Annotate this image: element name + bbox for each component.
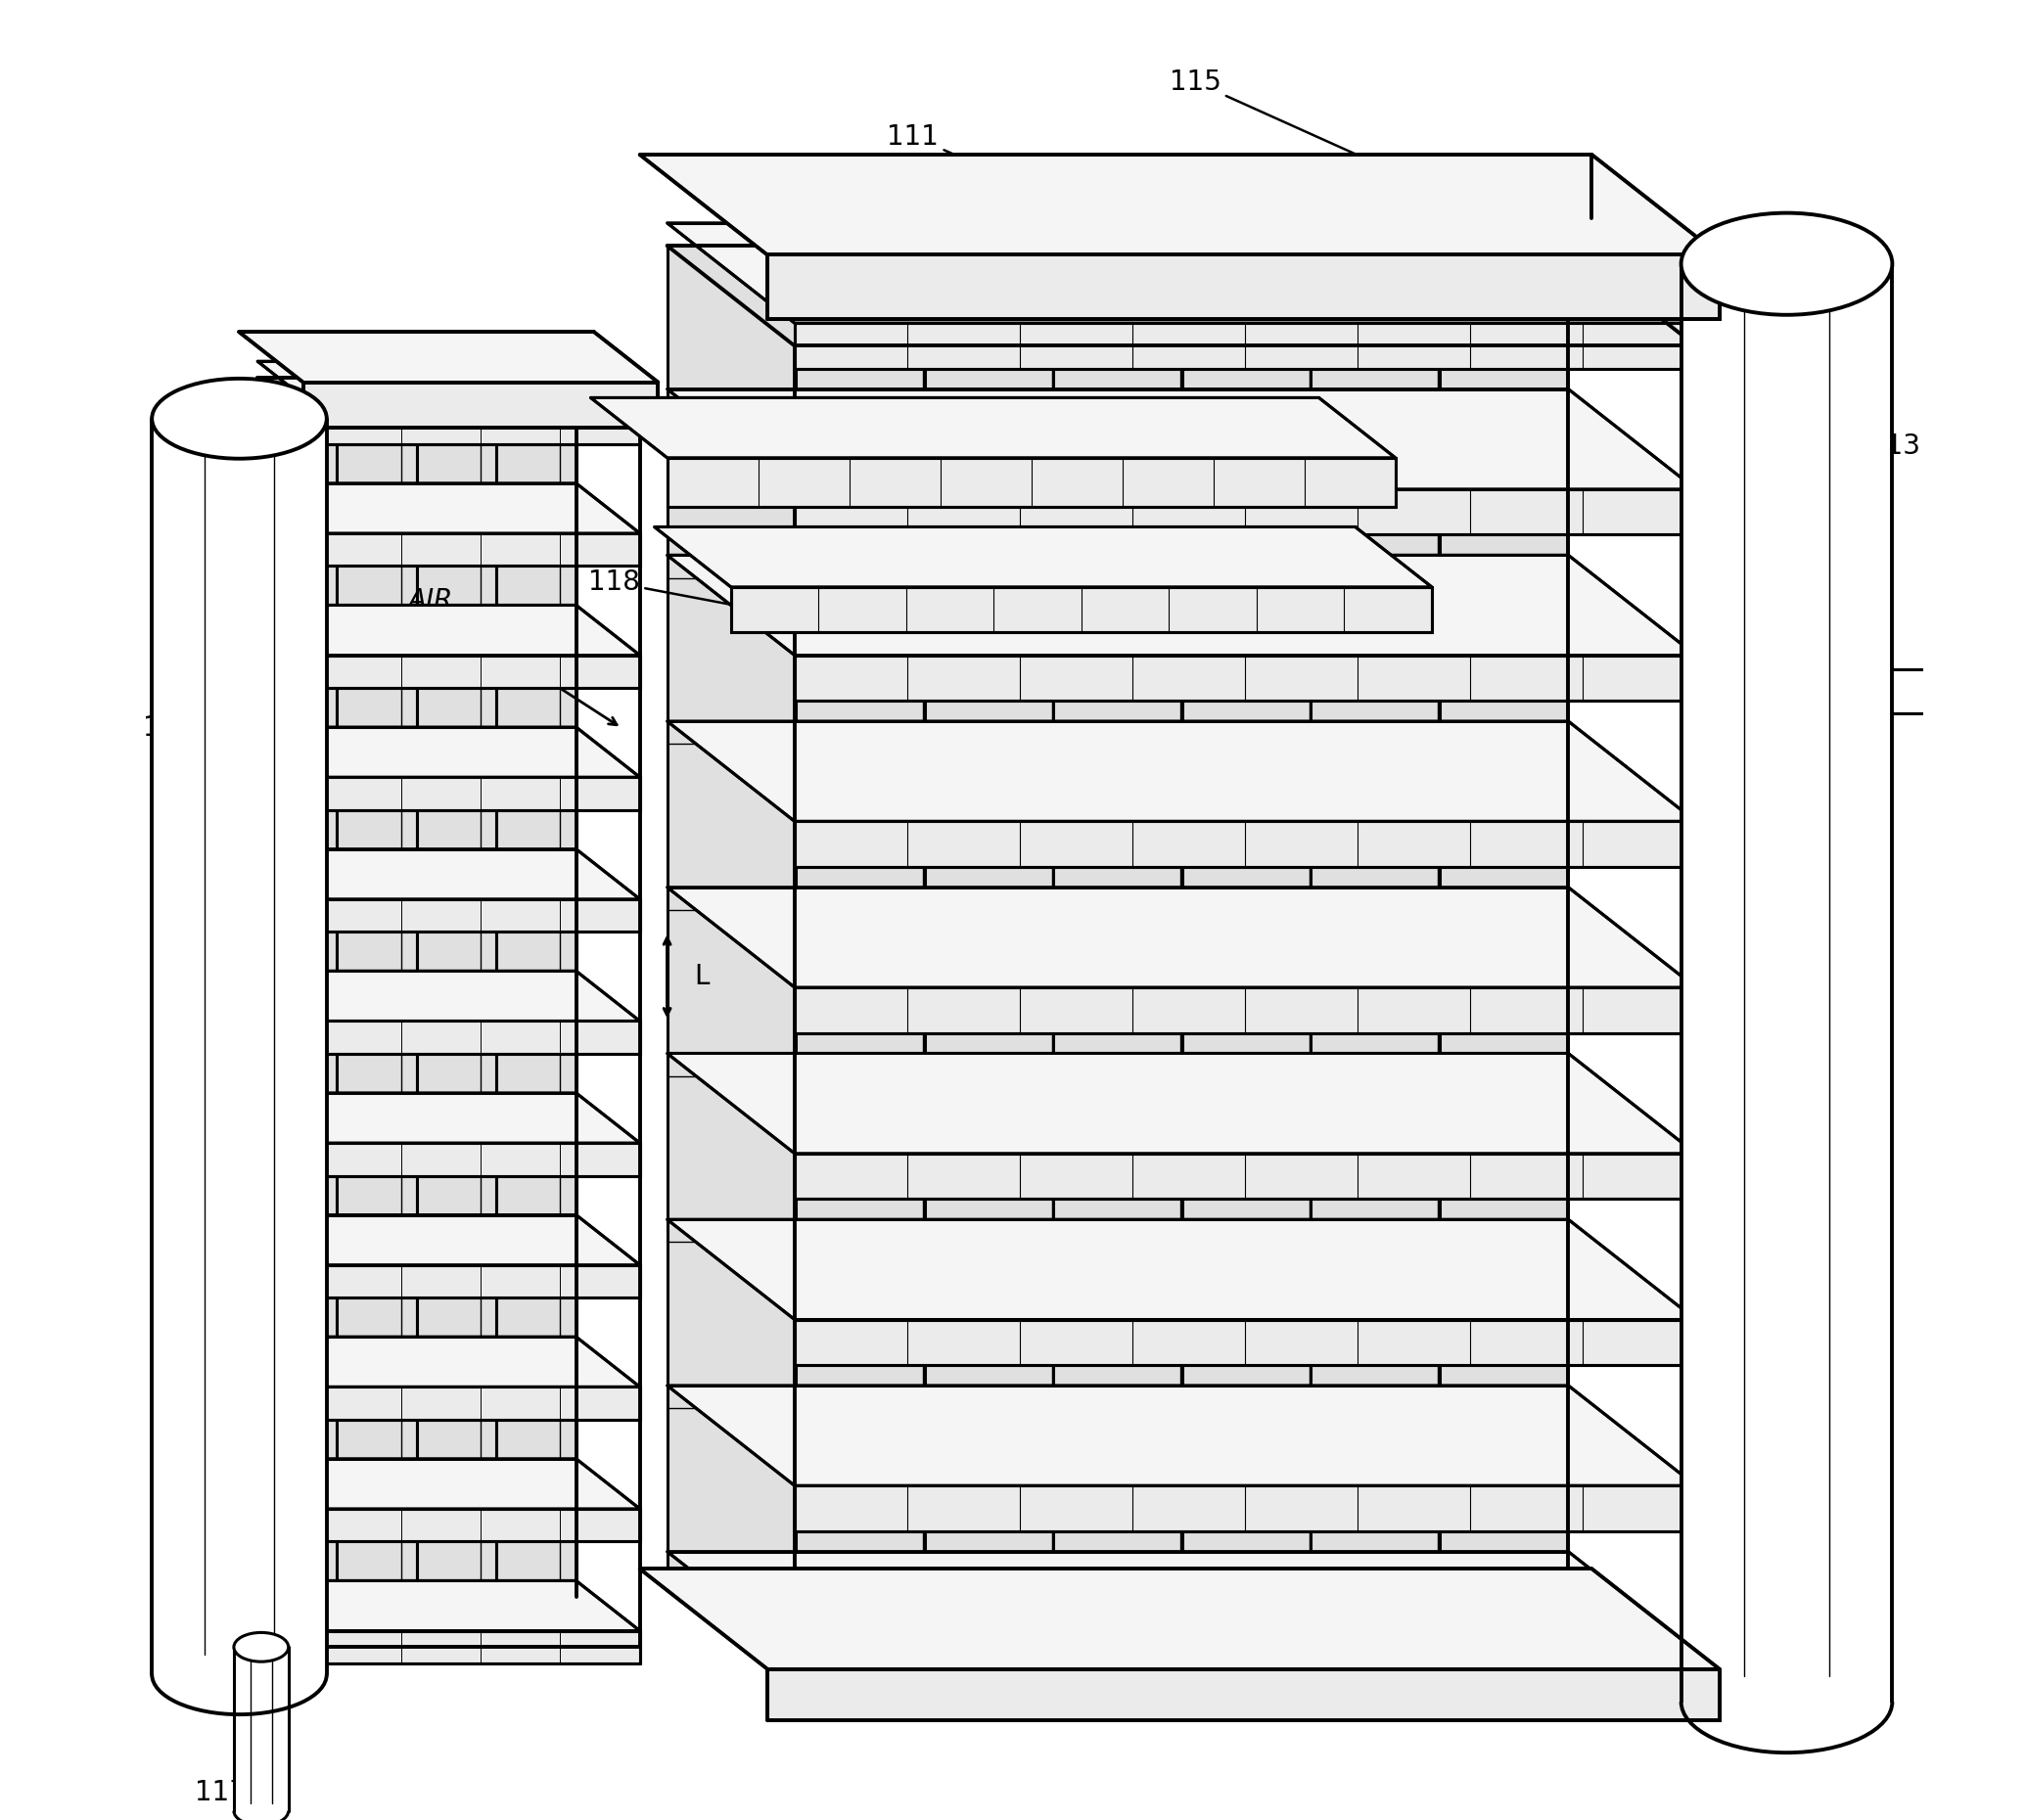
Text: 117: 117 — [194, 1778, 255, 1807]
Text: 111: 111 — [887, 122, 1116, 226]
Polygon shape — [322, 1265, 640, 1298]
Polygon shape — [667, 1219, 1696, 1320]
Text: 115: 115 — [1169, 67, 1372, 162]
Polygon shape — [794, 986, 1696, 1034]
Polygon shape — [322, 1143, 640, 1176]
Polygon shape — [667, 1385, 1696, 1485]
Text: 113: 113 — [1823, 411, 1921, 460]
Text: 118: 118 — [588, 568, 754, 608]
Polygon shape — [794, 821, 1696, 866]
Polygon shape — [924, 246, 1054, 1574]
Polygon shape — [322, 1631, 640, 1663]
Text: 112: 112 — [551, 404, 699, 448]
Polygon shape — [640, 155, 1720, 255]
Polygon shape — [667, 886, 1696, 986]
Polygon shape — [304, 382, 658, 428]
Polygon shape — [667, 721, 1696, 821]
Ellipse shape — [233, 1633, 288, 1662]
Polygon shape — [794, 655, 1696, 701]
Bar — [233, 1647, 288, 1811]
Polygon shape — [794, 1485, 1696, 1531]
Text: W: W — [1817, 1660, 1844, 1689]
Polygon shape — [257, 1580, 640, 1631]
Polygon shape — [322, 899, 640, 932]
Polygon shape — [322, 1509, 640, 1542]
Polygon shape — [257, 484, 640, 533]
Polygon shape — [336, 379, 417, 1598]
Polygon shape — [667, 555, 1696, 655]
Polygon shape — [322, 533, 640, 566]
Polygon shape — [257, 1336, 640, 1387]
Polygon shape — [796, 246, 924, 1574]
Polygon shape — [239, 333, 658, 382]
Polygon shape — [667, 1551, 1696, 1653]
Polygon shape — [794, 490, 1696, 535]
Text: L: L — [695, 963, 709, 990]
Polygon shape — [257, 1092, 640, 1143]
Polygon shape — [794, 1154, 1696, 1199]
Ellipse shape — [1937, 670, 1963, 713]
Polygon shape — [322, 1387, 640, 1420]
Polygon shape — [1181, 246, 1311, 1574]
Polygon shape — [257, 1216, 640, 1265]
Polygon shape — [257, 360, 640, 411]
Polygon shape — [640, 1569, 1720, 1669]
Polygon shape — [794, 1653, 1696, 1696]
Bar — [152, 419, 326, 1674]
Polygon shape — [417, 379, 496, 1598]
Polygon shape — [322, 411, 640, 444]
Polygon shape — [322, 777, 640, 810]
Polygon shape — [257, 604, 640, 655]
Polygon shape — [667, 1054, 1696, 1154]
Polygon shape — [654, 528, 1432, 588]
Polygon shape — [257, 726, 640, 777]
Polygon shape — [1440, 246, 1568, 1574]
Polygon shape — [1054, 246, 1181, 1574]
Text: AIR: AIR — [407, 586, 454, 615]
Polygon shape — [257, 970, 640, 1021]
Bar — [1682, 264, 1892, 1702]
Text: 114: 114 — [142, 713, 194, 868]
Polygon shape — [794, 1320, 1696, 1365]
Ellipse shape — [152, 379, 326, 459]
Polygon shape — [257, 379, 336, 1598]
Polygon shape — [257, 848, 640, 899]
Polygon shape — [1311, 246, 1440, 1574]
Polygon shape — [257, 1460, 640, 1509]
Polygon shape — [667, 459, 1396, 506]
Polygon shape — [322, 655, 640, 688]
Polygon shape — [768, 255, 1720, 318]
Text: 110: 110 — [750, 158, 936, 235]
Polygon shape — [496, 379, 575, 1598]
Polygon shape — [592, 399, 1396, 459]
Polygon shape — [667, 246, 796, 1574]
Polygon shape — [768, 1669, 1720, 1720]
Polygon shape — [322, 1021, 640, 1054]
Polygon shape — [731, 588, 1432, 632]
Polygon shape — [794, 324, 1696, 368]
Polygon shape — [667, 224, 1696, 324]
Ellipse shape — [1682, 213, 1892, 315]
Polygon shape — [667, 389, 1696, 490]
